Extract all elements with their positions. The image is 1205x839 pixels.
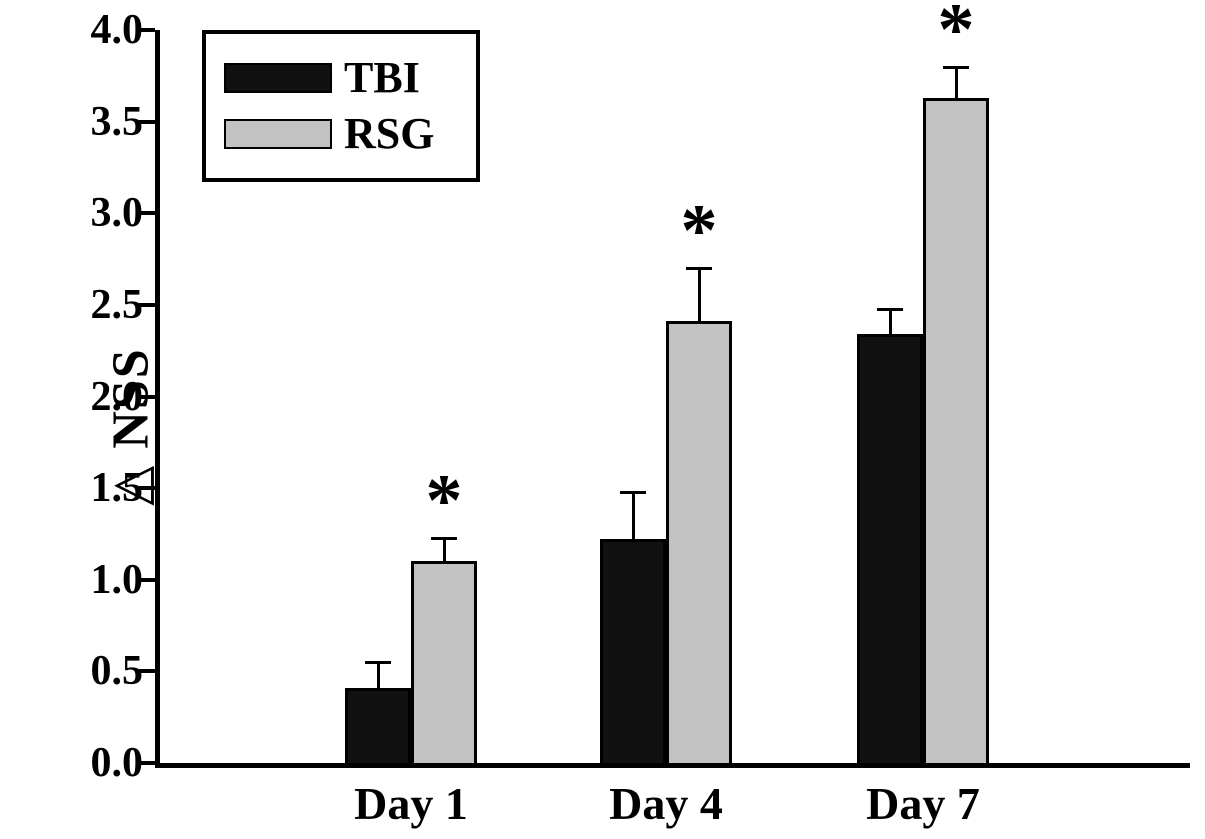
y-tick-mark	[139, 119, 155, 124]
bar-rsg-day-7	[923, 97, 989, 763]
significance-asterisk: *	[680, 190, 718, 273]
y-tick-label: 1.0	[90, 556, 144, 603]
y-tick-label: 1.5	[90, 465, 144, 512]
y-tick-mark	[139, 761, 155, 765]
error-bar-line	[954, 66, 958, 98]
legend-item-rsg: RSG	[224, 106, 476, 162]
legend-swatch-tbi	[224, 63, 332, 93]
x-tick-label-day-7: Day 7	[866, 778, 980, 829]
y-tick-label: 2.5	[90, 281, 144, 328]
error-bar-cap	[943, 65, 969, 69]
error-bar-cap	[365, 661, 391, 665]
error-bar-line	[442, 537, 446, 562]
bar-tbi-day-1	[345, 687, 411, 763]
error-bar-line	[697, 268, 701, 322]
bar-tbi-day-4	[600, 539, 666, 763]
y-tick-label: 3.5	[90, 98, 144, 145]
error-bar-cap	[877, 307, 903, 311]
y-tick-label: 4.0	[90, 7, 144, 53]
error-bar-line	[631, 491, 635, 540]
y-tick-label: 3.0	[90, 190, 144, 237]
error-bar-cap	[620, 490, 646, 494]
plot-area: TBI RSG * * *	[155, 0, 1190, 768]
y-tick-mark	[139, 577, 155, 582]
y-tick-label: 0.0	[90, 740, 144, 786]
legend-swatch-rsg	[224, 119, 332, 149]
y-tick-mark	[139, 486, 155, 491]
bar-rsg-day-4	[666, 321, 732, 763]
error-bar-line	[376, 662, 380, 688]
error-bar-cap	[431, 536, 457, 540]
legend-label-tbi: TBI	[344, 53, 420, 102]
legend-item-tbi: TBI	[224, 50, 476, 106]
y-tick-mark	[139, 28, 155, 32]
legend: TBI RSG	[202, 30, 480, 182]
y-tick-mark	[139, 394, 155, 399]
bar-tbi-day-7	[857, 334, 923, 763]
x-tick-label-day-4: Day 4	[609, 778, 723, 829]
y-tick-label: 2.0	[90, 373, 144, 420]
y-tick-mark	[139, 669, 155, 674]
y-tick-label: 0.5	[90, 648, 144, 695]
error-bar-line	[888, 308, 892, 335]
bar-rsg-day-1	[411, 561, 477, 763]
significance-asterisk: *	[425, 459, 463, 542]
legend-label-rsg: RSG	[344, 109, 435, 158]
error-bar-cap	[686, 267, 712, 271]
y-tick-mark	[139, 302, 155, 307]
x-tick-label-day-1: Day 1	[354, 778, 468, 829]
y-tick-mark	[139, 211, 155, 216]
significance-asterisk: *	[937, 0, 975, 71]
